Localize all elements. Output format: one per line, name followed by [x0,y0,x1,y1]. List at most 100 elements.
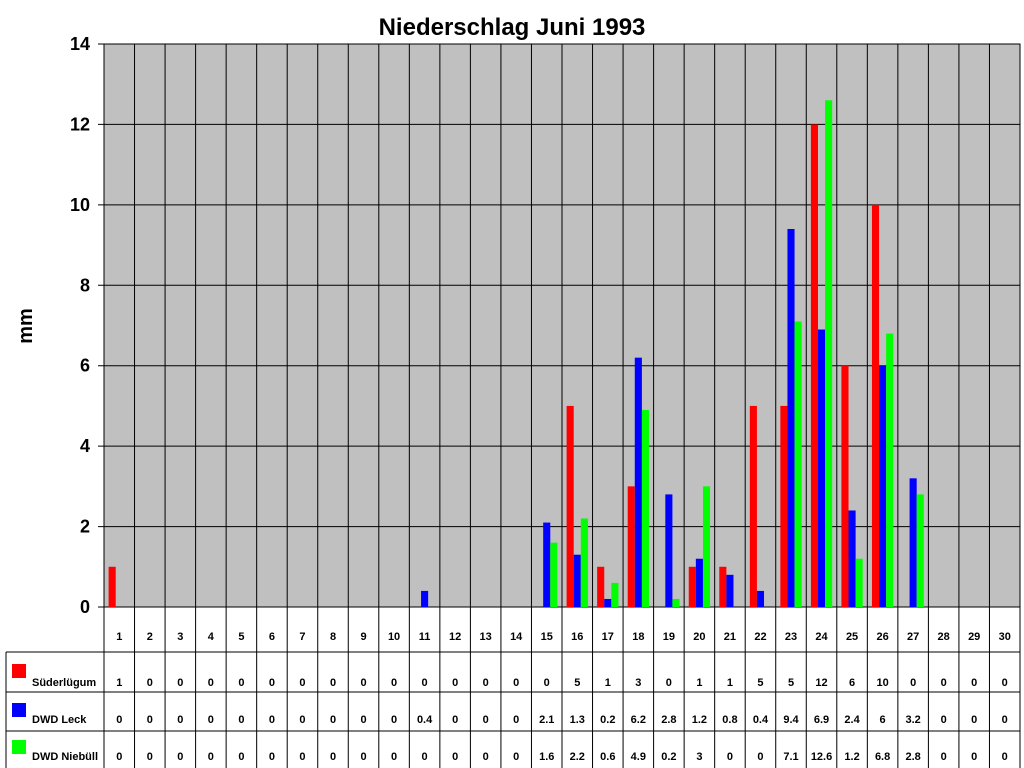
table-cell-value: 1.2 [692,714,707,726]
table-cell-value: 0 [177,714,183,726]
table-cell-value: 9.4 [783,714,799,726]
bar-dwd-leck [909,478,917,607]
table-cell-value: 1 [727,677,733,689]
x-tick-label: 2 [147,631,153,643]
x-tick-label: 6 [269,631,275,643]
table-cell-value: 6 [880,714,886,726]
x-tick-label: 1 [116,631,122,643]
x-tick-label: 26 [876,631,888,643]
table-cell-value: 0 [391,751,397,763]
x-tick-label: 28 [938,631,950,643]
table-cell-value: 0 [299,714,305,726]
table-cell-value: 3.2 [905,714,920,726]
bar-dwd-niebuell [611,582,619,607]
table-cell-value: 0 [422,751,428,763]
x-tick-label: 19 [663,631,675,643]
bar-dwd-leck [634,357,642,607]
table-cell-value: 0.4 [417,714,433,726]
table-cell-value: 0 [177,677,183,689]
x-tick-label: 12 [449,631,461,643]
x-tick-label: 29 [968,631,980,643]
table-cell-value: 5 [757,677,763,689]
table-cell-value: 0.2 [661,751,676,763]
table-cell-value: 0 [147,677,153,689]
table-cell-value: 0 [757,751,763,763]
table-cell-value: 0 [269,714,275,726]
table-cell-value: 0 [513,751,519,763]
bar-dwd-leck [787,228,795,607]
y-tick-label: 2 [80,517,90,537]
y-tick-label: 12 [70,114,90,134]
table-cell-value: 2.2 [570,751,585,763]
table-cell-value: 6.9 [814,714,829,726]
table-cell-value: 0 [116,714,122,726]
x-tick-label: 22 [754,631,766,643]
table-cell-value: 0 [177,751,183,763]
table-cell-value: 0 [238,751,244,763]
x-tick-label: 5 [238,631,244,643]
table-cell-value: 7.1 [783,751,798,763]
table-cell-value: 6.2 [631,714,646,726]
y-tick-label: 8 [80,275,90,295]
x-tick-label: 10 [388,631,400,643]
table-cell-value: 0 [360,751,366,763]
bar-dwd-niebuell [580,518,588,607]
bar-dwd-niebuell [825,100,833,608]
x-tick-label: 23 [785,631,797,643]
bar-suederluegum [108,566,116,607]
table-cell-value: 0 [269,751,275,763]
table-cell-value: 0 [147,714,153,726]
table-cell-value: 0 [330,677,336,689]
table-cell-value: 0 [422,677,428,689]
table-cell-value: 0 [208,677,214,689]
y-tick-label: 14 [70,34,90,54]
table-cell-value: 3 [696,751,702,763]
table-cell-value: 4.9 [631,751,646,763]
table-cell-value: 12 [815,677,827,689]
table-cell-value: 0 [330,714,336,726]
y-tick-label: 6 [80,356,90,376]
x-tick-label: 7 [299,631,305,643]
table-cell-value: 0 [1002,677,1008,689]
table-cell-value: 0 [116,751,122,763]
table-cell-value: 2.1 [539,714,554,726]
table-cell-value: 3 [635,677,641,689]
table-cell-value: 1.2 [844,751,859,763]
table-cell-value: 1 [116,677,122,689]
table-cell-value: 1.3 [570,714,585,726]
table-cell-value: 2.8 [661,714,676,726]
bar-dwd-leck [421,590,429,607]
bar-dwd-niebuell [916,494,924,607]
table-cell-value: 0 [513,714,519,726]
table-cell-value: 10 [876,677,888,689]
bar-suederluegum [749,405,757,607]
table-cell-value: 0 [483,751,489,763]
table-cell-value: 5 [788,677,794,689]
x-tick-label: 14 [510,631,523,643]
x-tick-label: 18 [632,631,644,643]
bar-suederluegum [810,124,818,607]
bar-dwd-leck [604,598,612,607]
x-tick-label: 11 [419,631,431,643]
x-tick-label: 27 [907,631,919,643]
bar-dwd-leck [695,558,703,607]
table-cell-value: 2.4 [844,714,860,726]
bar-suederluegum [597,566,605,607]
table-cell-value: 0 [238,677,244,689]
table-cell-value: 0.2 [600,714,615,726]
table-cell-value: 1.6 [539,751,554,763]
bar-dwd-leck [665,494,673,607]
table-cell-value: 0 [1002,751,1008,763]
x-tick-label: 4 [208,631,215,643]
bar-dwd-leck [879,365,887,607]
table-cell-value: 0 [391,714,397,726]
table-cell-value: 0 [452,677,458,689]
table-cell-value: 0 [941,677,947,689]
table-cell-value: 0 [727,751,733,763]
x-tick-label: 24 [815,631,828,643]
bar-suederluegum [627,486,635,607]
legend-key-suederluegum [12,664,26,678]
bar-suederluegum [780,405,788,607]
table-cell-value: 0.8 [722,714,737,726]
table-cell-value: 0 [269,677,275,689]
